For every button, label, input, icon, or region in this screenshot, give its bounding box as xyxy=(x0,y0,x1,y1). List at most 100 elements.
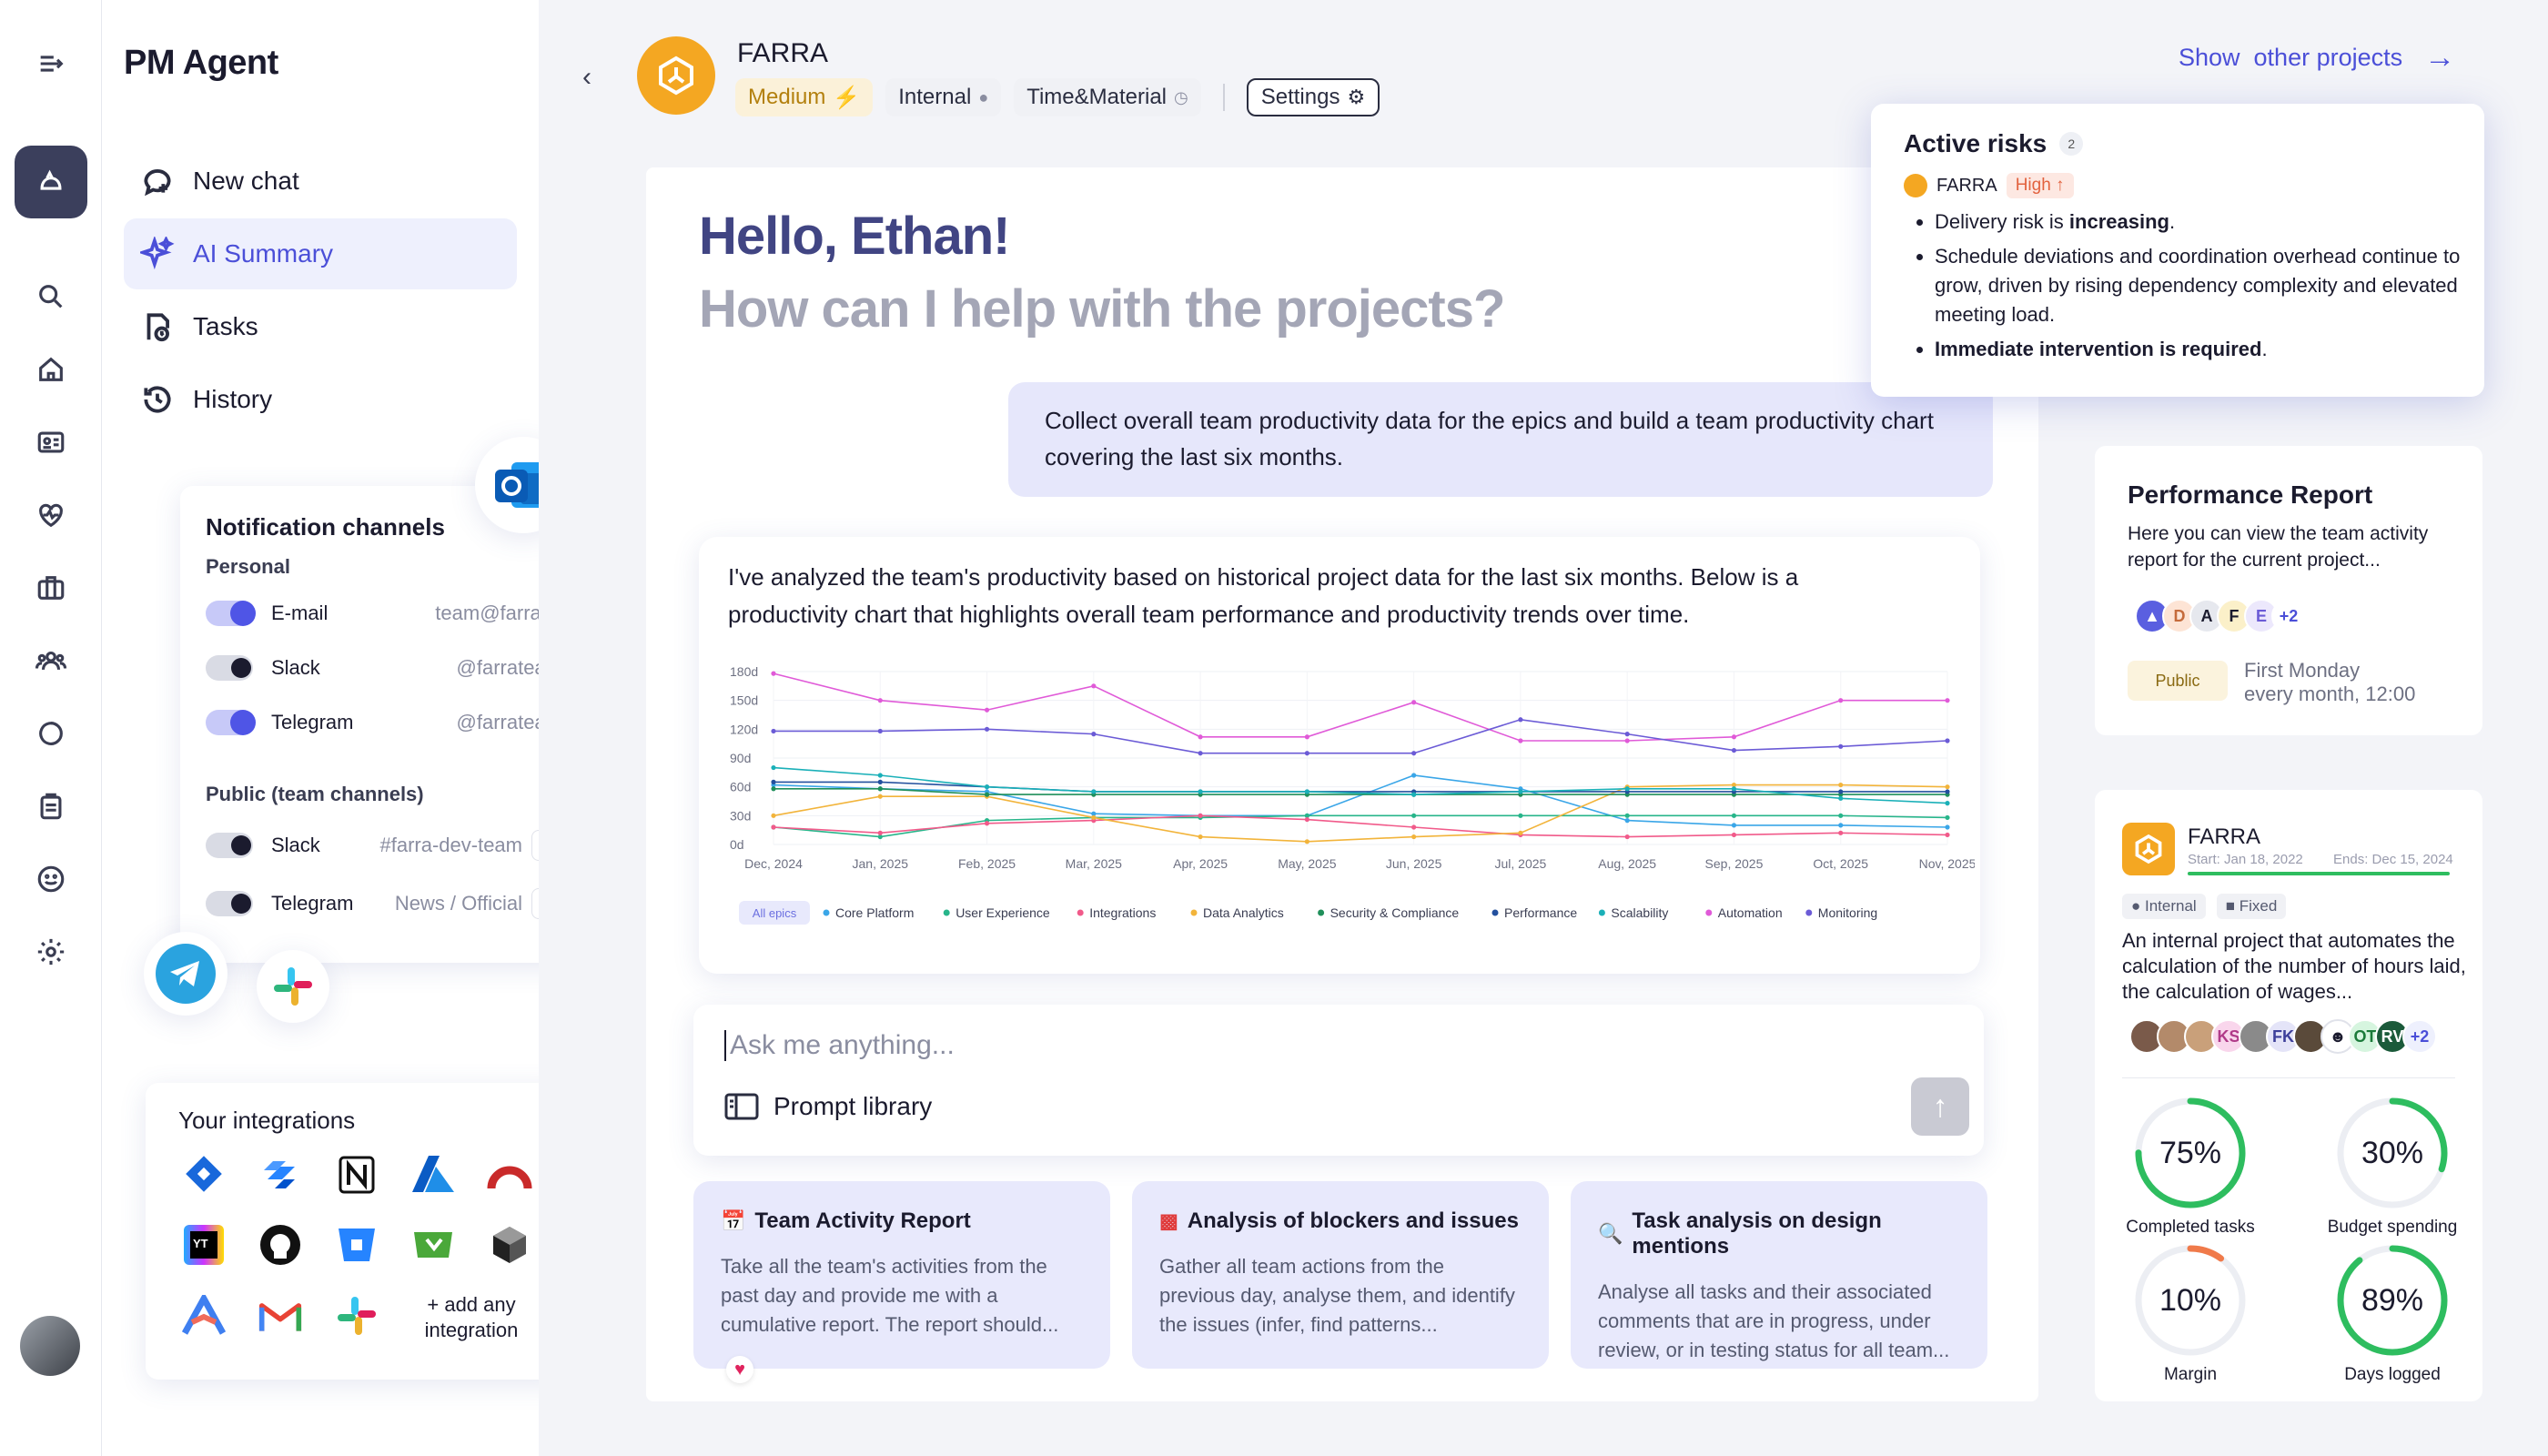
data-point xyxy=(1731,747,1737,753)
public-telegram-toggle[interactable] xyxy=(206,891,253,916)
data-point xyxy=(1198,813,1203,818)
team-icon[interactable] xyxy=(27,637,75,684)
y-tick-label: 60d xyxy=(730,780,751,794)
suggestion-card-team-activity[interactable]: 📅 Team Activity Report Take all the team'… xyxy=(693,1181,1110,1369)
bitbucket-icon[interactable] xyxy=(331,1219,382,1270)
metric-value: 89% xyxy=(2361,1282,2424,1318)
smile-icon[interactable] xyxy=(27,855,75,903)
project-card[interactable]: FARRA Start: Jan 18, 2022 Ends: Dec 15, … xyxy=(2095,790,2482,1401)
arc-app-icon[interactable] xyxy=(178,1290,229,1341)
id-card-icon[interactable] xyxy=(27,419,75,466)
data-point xyxy=(771,779,776,784)
send-button[interactable]: ↑ xyxy=(1911,1077,1969,1136)
legend-label: Security & Compliance xyxy=(1330,905,1460,920)
performance-report-card[interactable]: Performance Report Here you can view the… xyxy=(2095,446,2482,735)
telegram-icon xyxy=(144,932,228,1016)
risk-level-badge: High ↑ xyxy=(2006,173,2074,198)
cube-app-icon[interactable] xyxy=(484,1219,535,1270)
data-point xyxy=(1198,751,1203,756)
heart-reaction-icon[interactable]: ♥ xyxy=(726,1356,753,1383)
arrow-up-icon: ↑ xyxy=(1932,1088,1948,1124)
x-tick-label: Apr, 2025 xyxy=(1173,856,1228,871)
public-slack-toggle[interactable] xyxy=(206,833,253,858)
chat-input[interactable]: Ask me anything... xyxy=(724,1030,955,1061)
personal-label: Personal xyxy=(206,555,290,578)
suggestion-text: Gather all team actions from the previou… xyxy=(1159,1255,1515,1336)
data-point xyxy=(1624,813,1630,818)
ticket-app-icon[interactable] xyxy=(408,1219,459,1270)
search-icon[interactable] xyxy=(27,273,75,320)
data-point xyxy=(1304,839,1309,844)
billing-chip: Time&Material ◷ xyxy=(1014,78,1201,116)
assistant-message: I've analyzed the team's productivity ba… xyxy=(699,537,1980,974)
suggestion-title: Team Activity Report xyxy=(754,1208,971,1233)
nav-history[interactable]: History xyxy=(124,364,517,435)
back-chevron-icon[interactable]: ‹ xyxy=(582,62,592,92)
telegram-toggle[interactable] xyxy=(206,710,256,735)
github-icon[interactable] xyxy=(255,1219,306,1270)
gear-icon: ⚙ xyxy=(1347,86,1366,108)
data-point xyxy=(1411,834,1417,840)
gmail-integration-icon[interactable] xyxy=(255,1290,306,1341)
x-tick-label: Dec, 2024 xyxy=(744,856,803,871)
nav-ai-summary[interactable]: AI Summary xyxy=(124,218,517,289)
project-tag: ■ Fixed xyxy=(2216,894,2287,919)
settings-gear-icon[interactable] xyxy=(27,928,75,976)
data-point xyxy=(1945,814,1950,821)
clipboard-icon[interactable] xyxy=(27,783,75,830)
prompt-library-button[interactable]: Prompt library xyxy=(724,1092,932,1121)
metric-label: Completed tasks xyxy=(2126,1218,2255,1237)
project-description: An internal project that automates the c… xyxy=(2122,929,2466,1003)
suggestion-card-design-mentions[interactable]: 🔍 Task analysis on design mentions Analys… xyxy=(1571,1181,1987,1369)
avatar: RV xyxy=(2375,1019,2410,1054)
project-name: FARRA xyxy=(737,38,829,68)
farra-app-icon[interactable] xyxy=(15,146,87,218)
project-end-date: Ends: Dec 15, 2024 xyxy=(2333,852,2453,867)
nav-new-chat[interactable]: New chat xyxy=(124,146,517,217)
data-point xyxy=(877,779,883,784)
jira-software-icon[interactable] xyxy=(255,1148,306,1199)
data-point xyxy=(771,786,776,792)
slack-toggle[interactable] xyxy=(206,655,253,681)
redmine-icon[interactable] xyxy=(484,1148,535,1199)
data-point xyxy=(771,764,776,771)
series-line xyxy=(774,718,1948,754)
data-point xyxy=(877,773,883,778)
slack-integration-icon[interactable] xyxy=(331,1290,382,1341)
nav-tasks[interactable]: Tasks xyxy=(124,291,517,362)
suggestion-card-blockers[interactable]: ▩ Analysis of blockers and issues Gather … xyxy=(1132,1181,1549,1369)
project-timeline-bar xyxy=(2188,872,2450,875)
briefcase-icon[interactable] xyxy=(27,564,75,612)
x-tick-label: Sep, 2025 xyxy=(1705,856,1764,871)
email-toggle[interactable] xyxy=(206,601,256,626)
notion-icon[interactable] xyxy=(331,1148,382,1199)
settings-button[interactable]: Settings ⚙ xyxy=(1246,78,1380,116)
risks-title: Active risks xyxy=(1904,129,2048,157)
health-icon[interactable] xyxy=(27,491,75,539)
schedule-line: every month, 12:00 xyxy=(2244,682,2416,705)
jira-icon[interactable] xyxy=(178,1148,229,1199)
data-point xyxy=(771,824,776,830)
data-point xyxy=(1945,789,1950,794)
cycle-icon[interactable] xyxy=(27,710,75,757)
add-integration-button[interactable]: + add any integration xyxy=(424,1293,519,1341)
data-point xyxy=(877,834,883,840)
data-point xyxy=(1411,813,1417,818)
data-point xyxy=(1945,824,1950,830)
azure-icon[interactable] xyxy=(408,1148,459,1199)
legend-swatch xyxy=(1077,909,1084,916)
type-chip: Internal ● xyxy=(885,78,1002,116)
pin-icon: ● xyxy=(2131,897,2145,915)
user-avatar[interactable] xyxy=(20,1316,80,1376)
x-tick-label: Jul, 2025 xyxy=(1494,856,1546,871)
youtrack-icon[interactable]: YT xyxy=(178,1219,229,1270)
home-icon[interactable] xyxy=(27,346,75,393)
show-other-projects-link[interactable]: Show other projects → xyxy=(2179,40,2455,76)
channel-select[interactable]: #farra-dev-team xyxy=(379,834,522,856)
data-point xyxy=(1838,743,1844,749)
collapse-sidebar-icon[interactable] xyxy=(27,40,75,87)
channel-select[interactable]: News / Official xyxy=(394,892,522,915)
greeting: Hello, Ethan! xyxy=(699,207,1010,266)
legend-label: User Experience xyxy=(956,905,1050,920)
